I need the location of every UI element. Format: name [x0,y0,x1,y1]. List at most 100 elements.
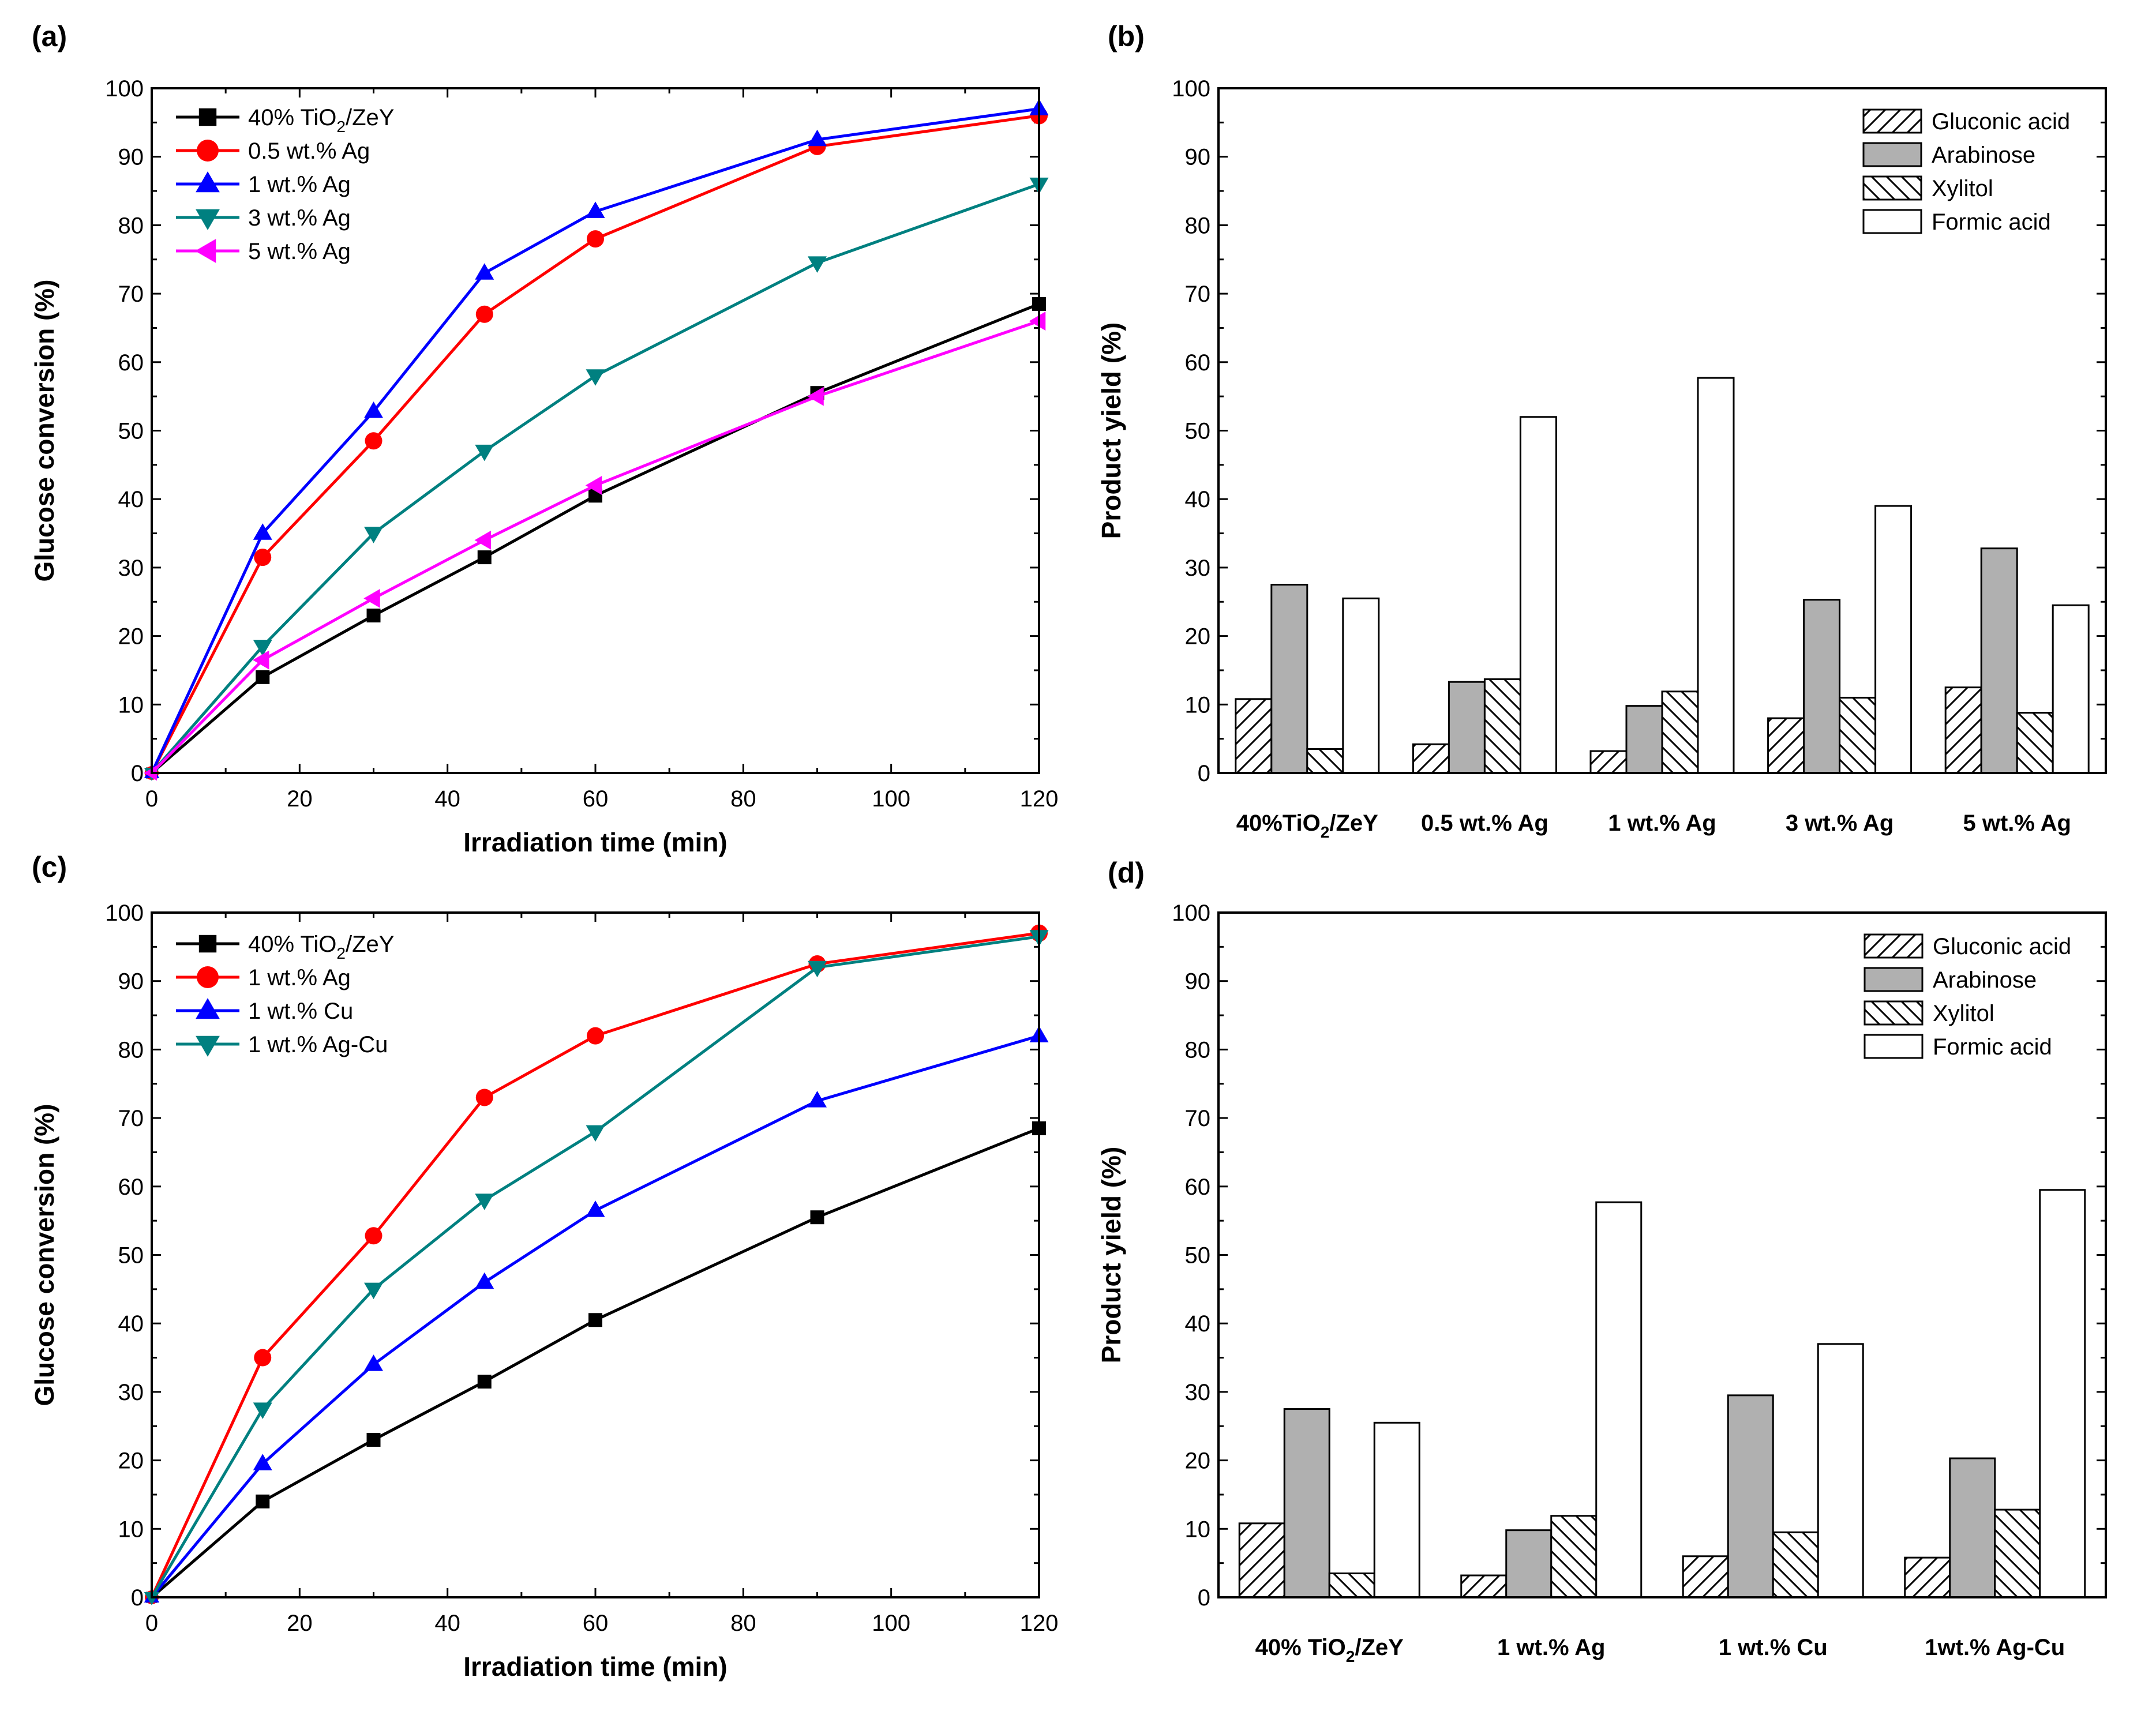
bar [1550,1515,1598,1598]
data-point [254,1349,272,1367]
y-tick-label: 20 [1185,624,1211,650]
y-tick-label: 10 [1185,1517,1211,1542]
legend-swatch [1863,1000,1923,1026]
series-line [151,1127,1040,1598]
legend-swatch [1862,108,1922,134]
category-label: 1 wt.% Ag [1608,810,1716,836]
y-tick-label: 10 [1185,692,1211,718]
data-point [364,1282,383,1300]
data-point [587,1027,604,1045]
y-tick-label: 80 [118,213,144,238]
y-tick-label: 0 [131,761,144,786]
y-tick-label: 20 [118,1448,144,1474]
series-group [144,99,1049,778]
bar [1874,505,1913,774]
data-point [808,1091,827,1108]
bar [1235,698,1273,774]
data-point [587,230,604,248]
x-tick-label: 100 [872,1611,910,1636]
panel-label: (d) [1108,857,1145,889]
category-label: 1 wt.% Cu [1719,1635,1828,1660]
plot-frame [151,911,1040,1598]
y-tick-label: 80 [1185,1037,1211,1063]
y-tick-label: 90 [1185,969,1211,995]
bar [1625,705,1663,774]
bar [1682,1555,1729,1598]
y-tick-label: 60 [1185,1174,1211,1200]
data-point [366,608,381,622]
category-label: 1wt.% Ag-Cu [1925,1635,2065,1660]
data-point [253,1454,272,1470]
y-tick-label: 90 [118,145,144,170]
legend-label: Gluconic acid [1932,109,2070,134]
data-point [475,263,494,280]
bar [1483,678,1521,774]
data-point [256,670,270,684]
data-point [810,1210,824,1225]
data-point [366,1432,381,1447]
legend-label: Formic acid [1933,1034,2052,1060]
data-point [586,1200,605,1217]
legend-label: Arabinose [1932,142,2035,168]
data-point [254,549,272,566]
y-tick-label: 0 [131,1585,144,1611]
y-tick-label: 40 [1185,487,1211,512]
legend-marker [198,935,217,953]
bar [1448,681,1486,774]
y-tick-label: 50 [118,1243,144,1269]
series-group [146,1121,1046,1603]
legend-swatch [1863,1034,1923,1059]
data-point [586,201,605,218]
legend-label: Gluconic acid [1933,934,2071,959]
y-tick-label: 30 [1185,556,1211,581]
data-point [365,1227,383,1245]
panel-label: (a) [32,20,67,52]
y-tick-label: 40 [118,487,144,512]
bar [2052,604,2090,774]
data-point [475,1272,494,1289]
legend-marker [198,108,217,126]
legend-label: 3 wt.% Ag [248,205,351,231]
data-point [808,960,827,978]
legend-label: 5 wt.% Ag [248,239,351,264]
data-point [475,1194,494,1210]
data-point [808,256,827,273]
bar [1949,1457,1996,1598]
x-tick-label: 60 [583,1611,609,1636]
y-axis-label: Product yield (%) [1096,1147,1126,1364]
x-tick-label: 20 [287,1611,313,1636]
bar [1803,599,1841,774]
data-point [586,369,605,386]
data-point [477,1375,492,1389]
data-point [475,305,493,323]
y-tick-label: 60 [118,350,144,376]
data-point [363,588,380,608]
legend-label: Formic acid [1932,209,2051,235]
category-label: 5 wt.% Ag [1963,810,2071,836]
data-point [588,1313,602,1327]
series-line [151,182,1040,774]
legend-label: Xylitol [1932,176,1993,201]
data-point [474,530,491,550]
y-tick-label: 50 [1185,419,1211,444]
legend-label: Xylitol [1933,1001,1994,1026]
y-tick-label: 70 [1185,1106,1211,1131]
bar [1904,1556,1951,1598]
x-tick-label: 80 [730,1611,756,1636]
bar [1505,1529,1553,1598]
legend-marker [196,171,220,193]
data-point [253,640,272,656]
y-tick-label: 80 [118,1037,144,1063]
bar [1980,547,2018,774]
bar [1944,686,1982,774]
x-tick-label: 120 [1020,1611,1059,1636]
category-label: 3 wt.% Ag [1786,810,1893,836]
y-tick-label: 90 [1185,145,1211,170]
x-tick-label: 40 [434,1611,460,1636]
bar-chart-panel: (b) 0 10 20 30 40 50 60 70 80 90 100 Product yield (… [1096,20,2107,841]
legend-label: 1 wt.% Cu [248,999,353,1024]
data-point [364,527,383,543]
series-line [151,320,1040,774]
plot-frame [151,87,1040,774]
